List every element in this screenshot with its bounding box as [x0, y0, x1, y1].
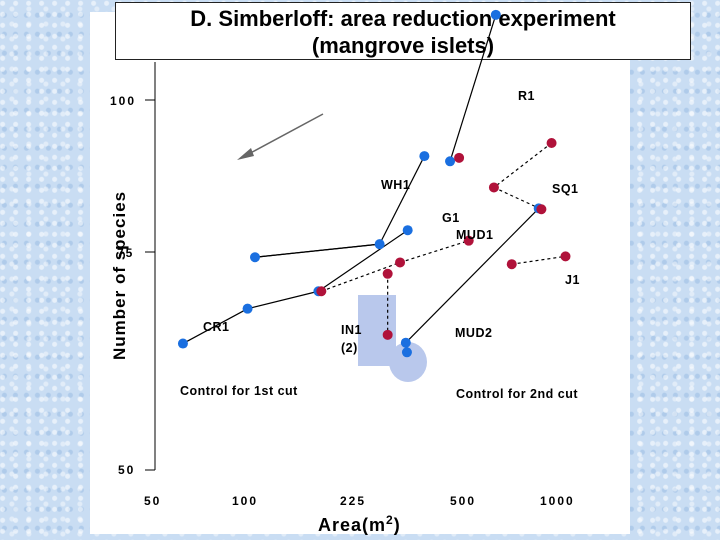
- trend-arrow-shaft: [242, 113, 324, 158]
- trend-arrow: [237, 113, 324, 160]
- point-red-2-4: [463, 235, 474, 246]
- y-tick-label-50: 50: [118, 463, 135, 477]
- point-blue-0-1: [242, 303, 253, 314]
- point-blue-0-8: [490, 9, 501, 20]
- line-cut-SQ1: [493, 142, 552, 188]
- highlight-MUD2: [389, 342, 427, 382]
- chart-title-line2: (mangrove islets): [311, 33, 495, 58]
- label-CR1: CR1: [203, 320, 230, 334]
- line-MUD2: [405, 207, 540, 344]
- data-points: [177, 9, 571, 358]
- line-control-G1: [318, 229, 409, 292]
- line-R1: [449, 14, 497, 162]
- trend-arrow-head: [237, 148, 254, 160]
- point-blue-0-5: [402, 225, 413, 236]
- label-IN1: IN1: [341, 323, 362, 337]
- chart-panel: [90, 12, 630, 534]
- x-tick-label-225: 225: [340, 494, 366, 508]
- point-blue-0-0: [177, 338, 188, 349]
- y-axis-label: Number of species: [110, 191, 129, 360]
- point-red-3-0: [382, 329, 393, 340]
- y-tick-label-75: 75: [117, 246, 134, 260]
- highlight-group: [358, 295, 427, 382]
- x-tick-label-1000: 1000: [540, 494, 575, 508]
- x-tick-label-50: 50: [144, 494, 161, 508]
- label-IN1-sub: (2): [341, 341, 358, 355]
- label-SQ1: SQ1: [552, 182, 579, 196]
- point-blue-0-7: [445, 156, 456, 167]
- point-red-3-2: [546, 138, 557, 148]
- label-MUD1: MUD1: [456, 228, 493, 242]
- label-control-2nd-cut: Control for 2nd cut: [456, 387, 578, 401]
- connector-lines: [182, 14, 566, 345]
- x-axis-label-superscript: 2: [386, 513, 394, 527]
- label-control-1st-cut: Control for 1st cut: [180, 384, 298, 398]
- point-red-3-1: [506, 259, 517, 270]
- x-tick-label-100: 100: [232, 494, 258, 508]
- highlight-IN1: [358, 295, 396, 366]
- line-CR1: [182, 308, 248, 345]
- chart-title: D. Simberloff: area reduction experiment…: [115, 2, 691, 60]
- line-cut-J1: [511, 255, 566, 265]
- x-axis-label-main: Area(m: [318, 515, 386, 535]
- label-R1: R1: [518, 89, 535, 103]
- x-axis-label: Area(m2): [318, 513, 401, 535]
- label-WH1: WH1: [381, 178, 410, 192]
- point-blue-0-2: [250, 252, 261, 263]
- y-tick-label-100: 100: [110, 94, 136, 108]
- point-blue-1-0: [400, 337, 411, 348]
- point-blue-1-1: [401, 347, 412, 358]
- line-CR1-b: [247, 290, 319, 310]
- point-red-3-3: [560, 251, 571, 262]
- axes: [145, 62, 156, 471]
- line-control-J1: [254, 243, 380, 258]
- line-cut-G1: [399, 240, 469, 264]
- label-MUD2: MUD2: [455, 326, 492, 340]
- point-red-2-1: [382, 268, 393, 279]
- line-cut-SQ1-b: [493, 186, 542, 210]
- point-red-2-5: [488, 182, 499, 193]
- x-axis-label-end: ): [394, 515, 401, 535]
- point-blue-0-4: [374, 239, 385, 250]
- point-red-2-6: [536, 204, 547, 215]
- point-blue-0-6: [419, 151, 430, 162]
- point-red-2-2: [395, 257, 406, 268]
- point-red-2-3: [454, 152, 465, 163]
- line-cut-CR1: [321, 261, 401, 292]
- point-red-2-0: [316, 286, 327, 297]
- label-J1: J1: [565, 273, 580, 287]
- chart-title-line1: D. Simberloff: area reduction experiment: [190, 6, 616, 31]
- label-G1: G1: [442, 211, 460, 225]
- line-WH1: [379, 155, 425, 245]
- x-tick-label-500: 500: [450, 494, 476, 508]
